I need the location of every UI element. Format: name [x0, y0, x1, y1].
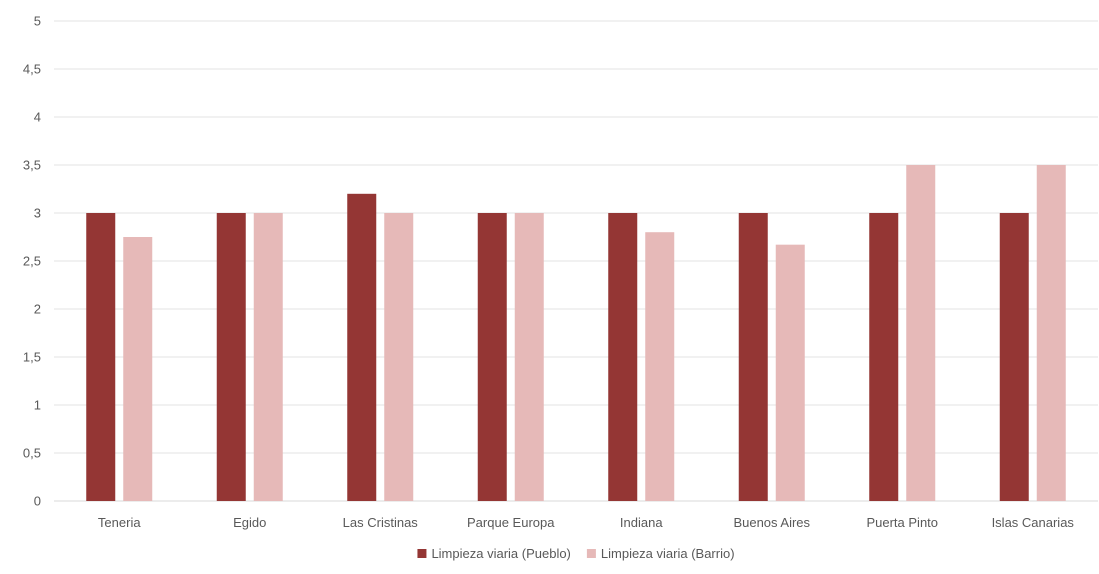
y-tick-label: 2,5 — [23, 254, 41, 269]
y-tick-label: 2 — [34, 302, 41, 317]
y-tick-label: 5 — [34, 14, 41, 29]
x-tick-label: Egido — [233, 515, 266, 530]
legend-label: Limpieza viaria (Barrio) — [601, 546, 735, 561]
y-tick-label: 3 — [34, 206, 41, 221]
x-tick-label: Parque Europa — [467, 515, 555, 530]
x-tick-label: Puerta Pinto — [866, 515, 938, 530]
bar — [1036, 165, 1066, 501]
legend-label: Limpieza viaria (Pueblo) — [431, 546, 570, 561]
bar — [477, 213, 507, 501]
bar — [514, 213, 544, 501]
y-tick-label: 0 — [34, 494, 41, 509]
gridlines — [54, 20, 1098, 502]
x-tick-label: Indiana — [620, 515, 663, 530]
bar — [253, 213, 283, 501]
bar — [216, 213, 246, 501]
y-tick-label: 1,5 — [23, 350, 41, 365]
x-tick-label: Teneria — [98, 515, 141, 530]
bar — [608, 213, 638, 501]
bar — [738, 213, 768, 501]
y-tick-label: 4,5 — [23, 62, 41, 77]
y-tick-label: 4 — [34, 110, 41, 125]
bar — [86, 213, 116, 501]
y-tick-label: 0,5 — [23, 446, 41, 461]
bar — [123, 237, 153, 501]
x-tick-label: Las Cristinas — [343, 515, 419, 530]
x-axis-tick-labels: Teneria Egido Las Cristinas Parque Europa In… — [98, 515, 1075, 530]
legend-item: Limpieza viaria (Pueblo) — [417, 546, 571, 561]
bar — [775, 244, 805, 501]
bar — [999, 213, 1029, 501]
legend-item: Limpieza viaria (Barrio) — [586, 546, 735, 561]
bar — [906, 165, 936, 501]
bar — [384, 213, 414, 501]
bars — [86, 165, 1066, 502]
legend: Limpieza viaria (Pueblo) Limpieza viaria … — [417, 546, 735, 561]
y-tick-label: 3,5 — [23, 158, 41, 173]
legend-swatch — [586, 549, 596, 558]
bar — [645, 232, 675, 501]
y-tick-label: 1 — [34, 398, 41, 413]
x-tick-label: Buenos Aires — [733, 515, 810, 530]
legend-swatch — [417, 549, 427, 558]
y-axis-tick-labels: 0 0,5 1 1,5 2 2,5 3 3,5 4 4,5 5 — [23, 14, 41, 509]
x-tick-label: Islas Canarias — [992, 515, 1075, 530]
bar — [869, 213, 899, 501]
bar — [347, 193, 377, 502]
